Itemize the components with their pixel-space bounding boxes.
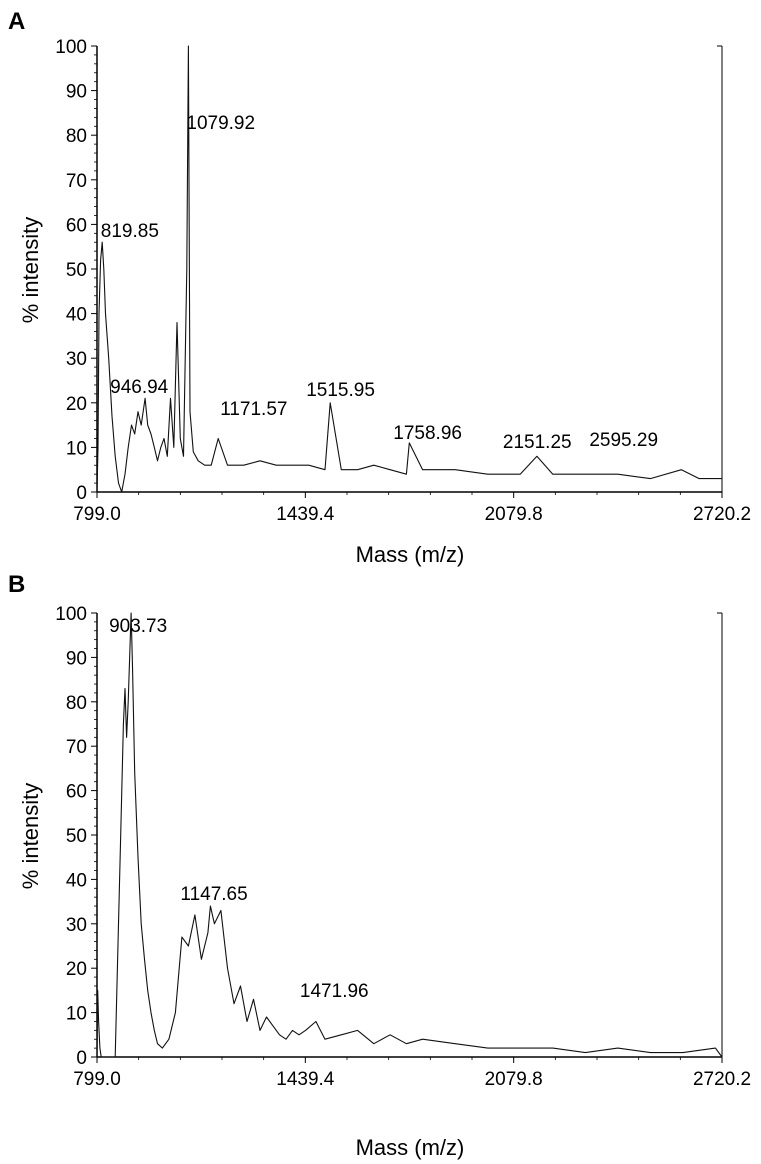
panel-a-y-tick-label: 50 <box>66 260 87 281</box>
panel-a-x-axis-title: Mass (m/z) <box>356 542 465 567</box>
panel-b-plot-area: 0 10 20 30 40 50 60 70 80 90 100 799.0 1439.4 2079.8 2… <box>55 604 751 1090</box>
panel-b-y-axis-title: % intensity <box>18 783 43 889</box>
panel-b-peak-label: 1147.65 <box>180 884 247 905</box>
panel-a-y-tick-label: 40 <box>66 305 87 326</box>
panel-a-peak-label: 1515.95 <box>306 380 375 401</box>
panel-b-x-tick-label: 2079.8 <box>485 1069 543 1090</box>
panel-b-spectrum-line <box>96 612 723 1058</box>
panel-a-peak-label: 2595.29 <box>589 430 658 451</box>
panel-a-chart: A % intensity Mass (m/z) 0 10 20 30 40 50 60 70… <box>8 8 751 567</box>
panel-a-y-tick-label: 70 <box>66 171 87 192</box>
panel-b-peak-label: 903.73 <box>109 616 167 637</box>
panel-b-y-tick-label: 20 <box>66 959 87 980</box>
panel-b-y-tick-label: 70 <box>66 737 87 758</box>
panel-b-y-tick-label: 0 <box>76 1048 87 1069</box>
panel-a-peak-label: 1171.57 <box>220 399 287 420</box>
panel-b-chart: B % intensity Mass (m/z) 0 10 20 30 40 50 60 70… <box>8 571 751 1160</box>
panel-b-x-tick-label: 799.0 <box>73 1069 121 1090</box>
panel-b-x-axis-title: Mass (m/z) <box>356 1135 465 1160</box>
panel-a-y-tick-label: 0 <box>76 483 87 504</box>
panel-a-y-tick-label: 80 <box>66 126 87 147</box>
panel-a-x-tick-label: 2720.2 <box>693 504 751 525</box>
panel-b-y-tick-label: 50 <box>66 826 87 847</box>
panel-a-spectrum-line <box>96 45 722 493</box>
panel-b-y-tick-label: 90 <box>66 648 87 669</box>
panel-a-y-tick-label: 30 <box>66 349 87 370</box>
panel-a-peak-label: 1758.96 <box>393 423 462 444</box>
panel-a-letter: A <box>8 8 25 35</box>
panel-b-y-tick-label: 10 <box>66 1004 87 1025</box>
panel-a-x-tick-label: 2079.8 <box>485 504 543 525</box>
panel-a-y-tick-label: 100 <box>55 37 87 58</box>
panel-b-x-tick-label: 2720.2 <box>693 1069 751 1090</box>
panel-b-x-tick-label: 1439.4 <box>276 1069 335 1090</box>
panel-a-x-tick-label: 799.0 <box>73 504 121 525</box>
panel-a-peak-label: 819.85 <box>101 221 159 242</box>
panel-a-y-tick-label: 20 <box>66 394 87 415</box>
panel-a-x-tick-label: 1439.4 <box>276 504 335 525</box>
panel-a-plot-area: 0 10 20 30 40 50 60 70 80 90 100 799.0 1439.4 2079.8 2… <box>55 37 751 525</box>
panel-b-letter: B <box>8 571 25 598</box>
panel-b-y-tick-label: 40 <box>66 870 87 891</box>
panel-b-y-tick-label: 100 <box>55 604 87 625</box>
panel-b-peak-label: 1471.96 <box>300 981 369 1002</box>
panel-a-y-tick-label: 60 <box>66 215 87 236</box>
panel-a-y-axis-title: % intensity <box>18 217 43 323</box>
panel-b-y-tick-label: 80 <box>66 693 87 714</box>
panel-a-peak-label: 2151.25 <box>503 432 572 453</box>
panel-b-y-tick-label: 30 <box>66 915 87 936</box>
panel-a-y-tick-label: 10 <box>66 438 87 459</box>
panel-a-y-tick-label: 90 <box>66 82 87 103</box>
panel-b-y-tick-label: 60 <box>66 782 87 803</box>
panel-a-peak-label: 946.94 <box>110 377 169 398</box>
panel-a-peak-label: 1079.92 <box>186 113 255 134</box>
